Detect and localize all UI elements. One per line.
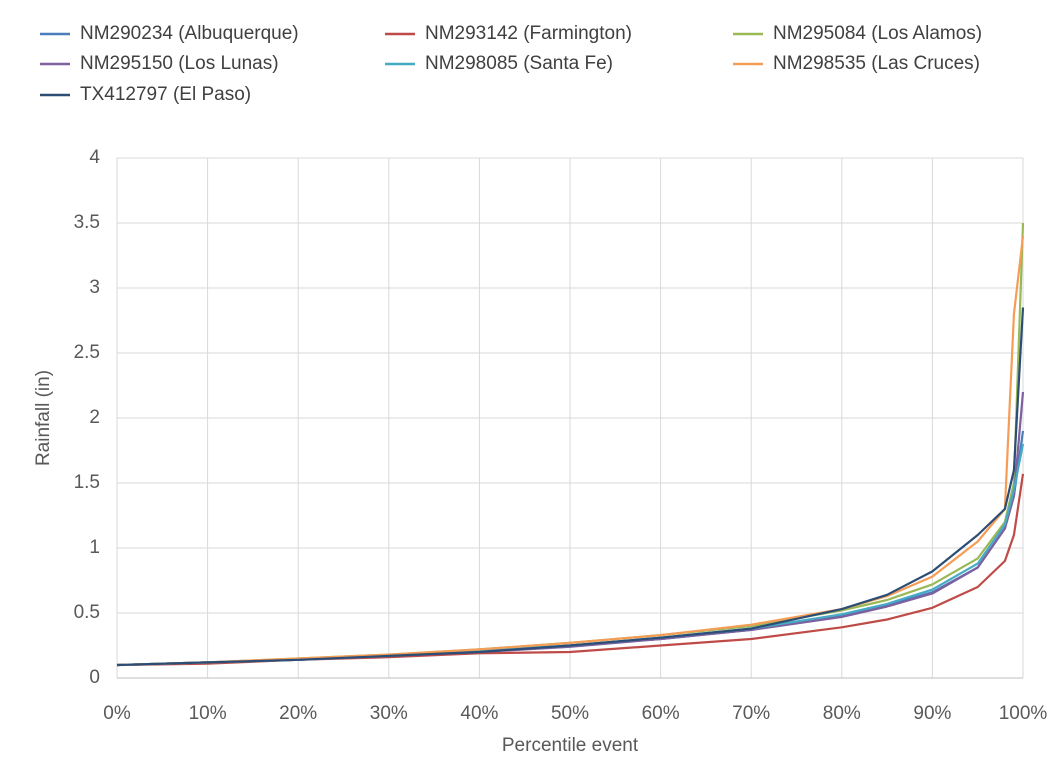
x-tick-label: 90% — [913, 703, 951, 724]
legend-label: TX412797 (El Paso) — [80, 84, 251, 105]
legend-label: NM290234 (Albuquerque) — [80, 23, 299, 44]
y-tick-label: 4 — [89, 147, 100, 168]
legend-label: NM295084 (Los Alamos) — [773, 23, 982, 44]
y-tick-label: 1 — [89, 537, 100, 558]
legend-label: NM298085 (Santa Fe) — [425, 53, 613, 74]
y-tick-label: 2.5 — [74, 342, 100, 363]
x-tick-label: 10% — [189, 703, 227, 724]
legend-label: NM295150 (Los Lunas) — [80, 53, 279, 74]
x-tick-label: 40% — [460, 703, 498, 724]
x-tick-label: 70% — [732, 703, 770, 724]
y-tick-label: 0 — [89, 667, 100, 688]
legend-label: NM298535 (Las Cruces) — [773, 53, 980, 74]
legend-label: NM293142 (Farmington) — [425, 23, 632, 44]
x-tick-label: 80% — [823, 703, 861, 724]
y-tick-label: 2 — [89, 407, 100, 428]
y-tick-label: 1.5 — [74, 472, 100, 493]
x-tick-label: 50% — [551, 703, 589, 724]
series-line — [116, 307, 1025, 667]
y-axis-title: Rainfall (in) — [33, 370, 54, 466]
x-tick-label: 20% — [279, 703, 317, 724]
y-tick-label: 0.5 — [74, 602, 100, 623]
series-line — [116, 235, 1025, 667]
y-tick-label: 3 — [89, 277, 100, 298]
x-axis-title: Percentile event — [502, 735, 639, 756]
x-tick-label: 30% — [370, 703, 408, 724]
x-tick-label: 0% — [103, 703, 131, 724]
y-tick-label: 3.5 — [74, 212, 100, 233]
x-tick-label: 60% — [642, 703, 680, 724]
x-tick-label: 100% — [999, 703, 1048, 724]
